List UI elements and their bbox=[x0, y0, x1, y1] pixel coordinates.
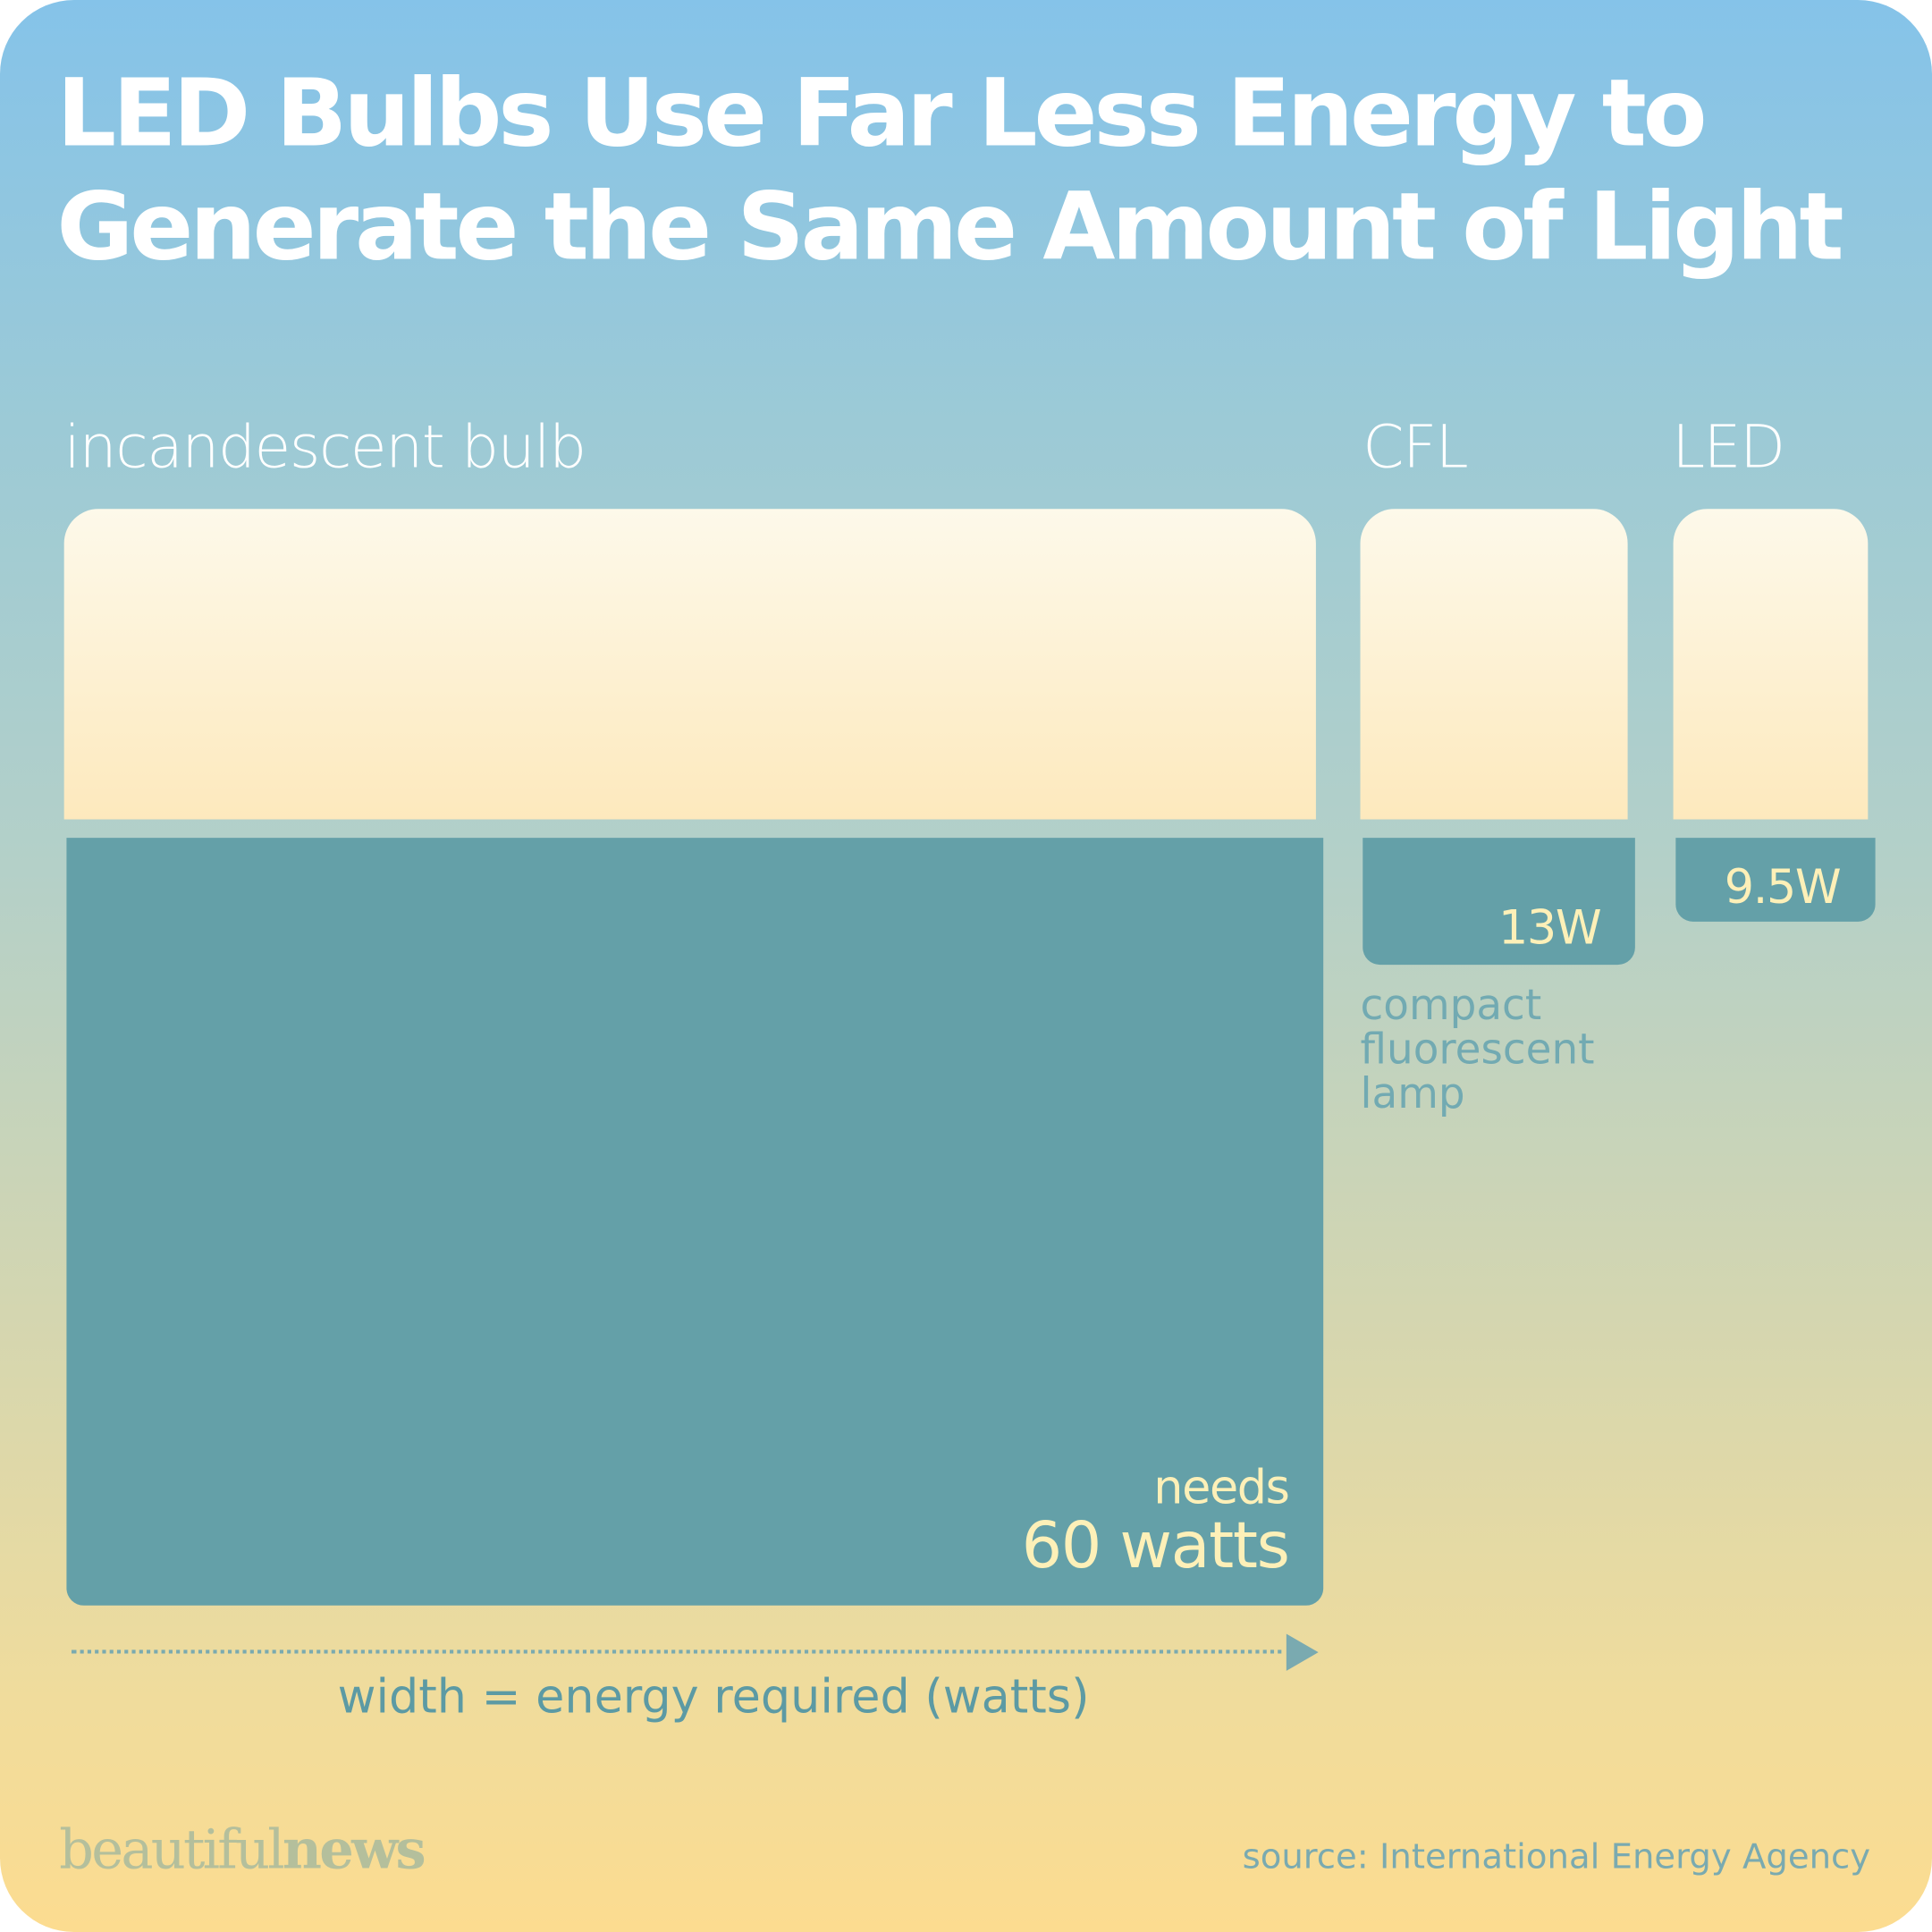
source-credit: source: International Energy Agency bbox=[1242, 1835, 1871, 1877]
title-line-2: Generate the Same Amount of Light bbox=[56, 171, 1843, 282]
encoding-label: width = energy required (watts) bbox=[337, 1669, 1090, 1725]
bulb-glow-0 bbox=[63, 509, 1316, 820]
category-label-cfl: CFL bbox=[1363, 412, 1468, 482]
category-label-led: LED bbox=[1672, 412, 1785, 482]
energy-bar-0: needs 60 watts bbox=[66, 838, 1324, 1606]
page-title: LED Bulbs Use Far Less Energy to Generat… bbox=[56, 56, 1843, 283]
energy-bar-2: 9.5W bbox=[1675, 838, 1875, 922]
brand-logo: beautifulnews bbox=[59, 1818, 426, 1882]
arrow-right-icon bbox=[1286, 1633, 1319, 1671]
title-line-1: LED Bulbs Use Far Less Energy to bbox=[56, 57, 1707, 168]
value-label: 60 watts bbox=[1021, 1509, 1290, 1583]
value-label-1: 13W bbox=[1498, 900, 1602, 956]
bulb-glow-2 bbox=[1673, 509, 1868, 820]
cfl-full-name: compact fluorescent lamp bbox=[1360, 981, 1595, 1119]
axis-arrow-line bbox=[71, 1649, 1292, 1654]
value-label-2: 9.5W bbox=[1724, 859, 1842, 915]
category-label-incandescent: incandescent bulb bbox=[63, 412, 587, 482]
bulb-glow-1 bbox=[1360, 509, 1628, 820]
energy-bar-1: 13W bbox=[1363, 838, 1635, 966]
value-label-0: needs 60 watts bbox=[1021, 1457, 1290, 1583]
value-prefix: needs bbox=[1153, 1460, 1290, 1514]
